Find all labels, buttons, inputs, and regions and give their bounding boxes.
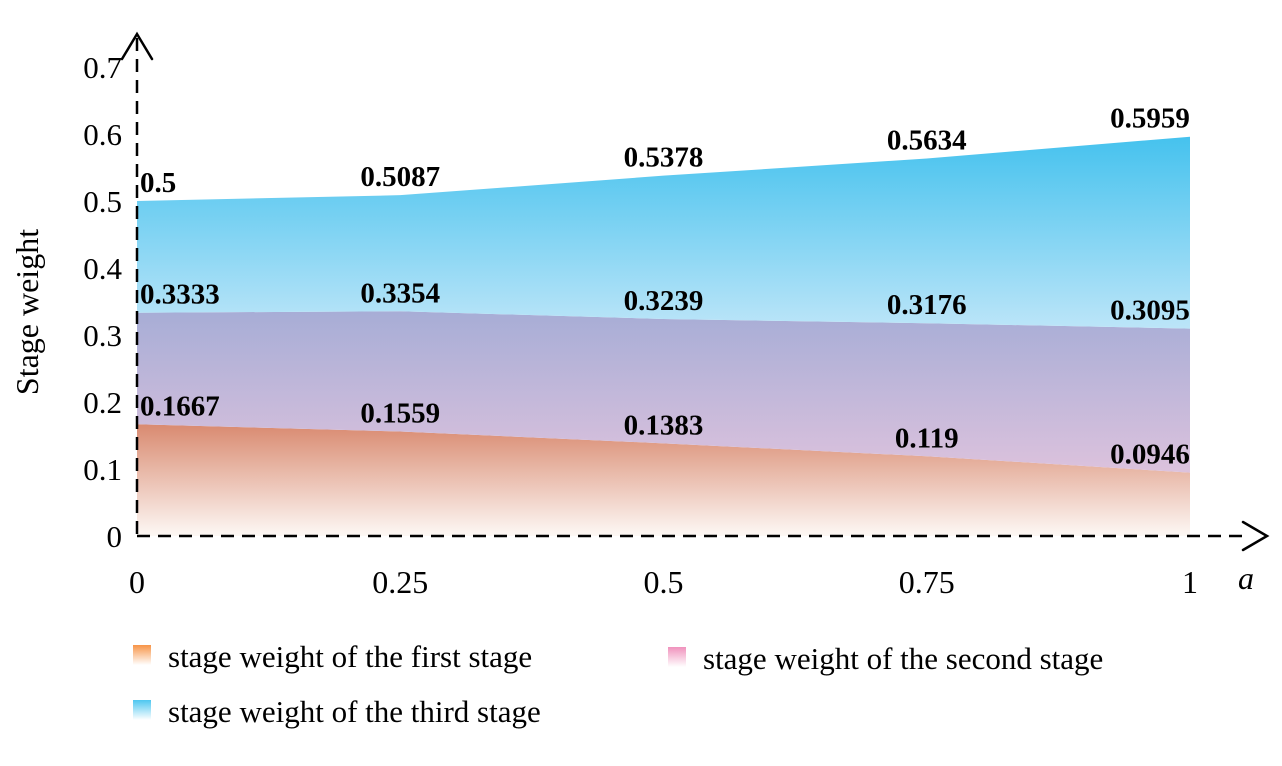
area-band-0 — [137, 424, 1190, 536]
legend-label-second-stage: stage weight of the second stage — [703, 641, 1103, 676]
second-stage-swatch-icon — [668, 647, 686, 667]
y-tick-label: 0 — [107, 519, 123, 554]
y-tick-label: 0.7 — [83, 50, 122, 85]
legend-label-third-stage: stage weight of the third stage — [168, 694, 541, 729]
third-stage-swatch-icon — [133, 700, 151, 720]
x-axis-title: a — [1238, 560, 1254, 596]
area-band-1 — [137, 311, 1190, 473]
legend: stage weight of the first stage stage we… — [133, 639, 1103, 729]
tick-labels: 0 0.1 0.2 0.3 0.4 0.5 0.6 0.7 0 0.25 0.5 0.75 1 — [83, 50, 1198, 600]
value-labels: 0.1667 0.1559 0.1383 0.119 0.0946 0.3333 0.335… — [140, 103, 1190, 471]
value-label: 0.1667 — [140, 390, 220, 422]
value-label: 0.1559 — [360, 398, 440, 430]
y-axis-title: Stage weight — [9, 229, 45, 395]
y-tick-label: 0.6 — [83, 117, 122, 152]
value-label: 0.5087 — [360, 161, 440, 193]
y-tick-label: 0.5 — [83, 184, 122, 219]
x-axis-arrow-icon — [1241, 520, 1270, 552]
value-label: 0.1383 — [624, 409, 704, 441]
first-stage-swatch-icon — [133, 645, 151, 665]
x-tick-label: 0 — [129, 564, 145, 600]
value-label: 0.5959 — [1110, 103, 1190, 135]
x-tick-label: 0.75 — [899, 564, 955, 600]
legend-item-third-stage: stage weight of the third stage — [133, 694, 541, 729]
value-label: 0.3354 — [360, 277, 440, 309]
value-label: 0.3095 — [1110, 295, 1190, 327]
value-label: 0.3176 — [887, 289, 967, 321]
value-label: 0.5378 — [624, 142, 704, 174]
legend-item-first-stage: stage weight of the first stage — [133, 639, 532, 674]
y-tick-label: 0.4 — [83, 251, 122, 286]
y-tick-label: 0.1 — [83, 452, 122, 487]
y-tick-label: 0.2 — [83, 385, 122, 420]
value-label: 0.0946 — [1110, 439, 1190, 471]
area-band-2 — [137, 136, 1190, 329]
value-label: 0.3239 — [624, 285, 704, 317]
value-label: 0.119 — [895, 422, 959, 454]
x-tick-label: 0.25 — [372, 564, 428, 600]
value-label: 0.5634 — [887, 125, 967, 157]
area-bands — [137, 136, 1190, 536]
x-tick-label: 1 — [1182, 564, 1198, 600]
legend-item-second-stage: stage weight of the second stage — [668, 641, 1103, 676]
legend-label-first-stage: stage weight of the first stage — [168, 639, 532, 674]
value-label: 0.5 — [140, 167, 176, 199]
y-axis-arrow-icon — [120, 31, 154, 61]
x-tick-label: 0.5 — [644, 564, 684, 600]
value-label: 0.3333 — [140, 279, 220, 311]
y-tick-label: 0.3 — [83, 318, 122, 353]
